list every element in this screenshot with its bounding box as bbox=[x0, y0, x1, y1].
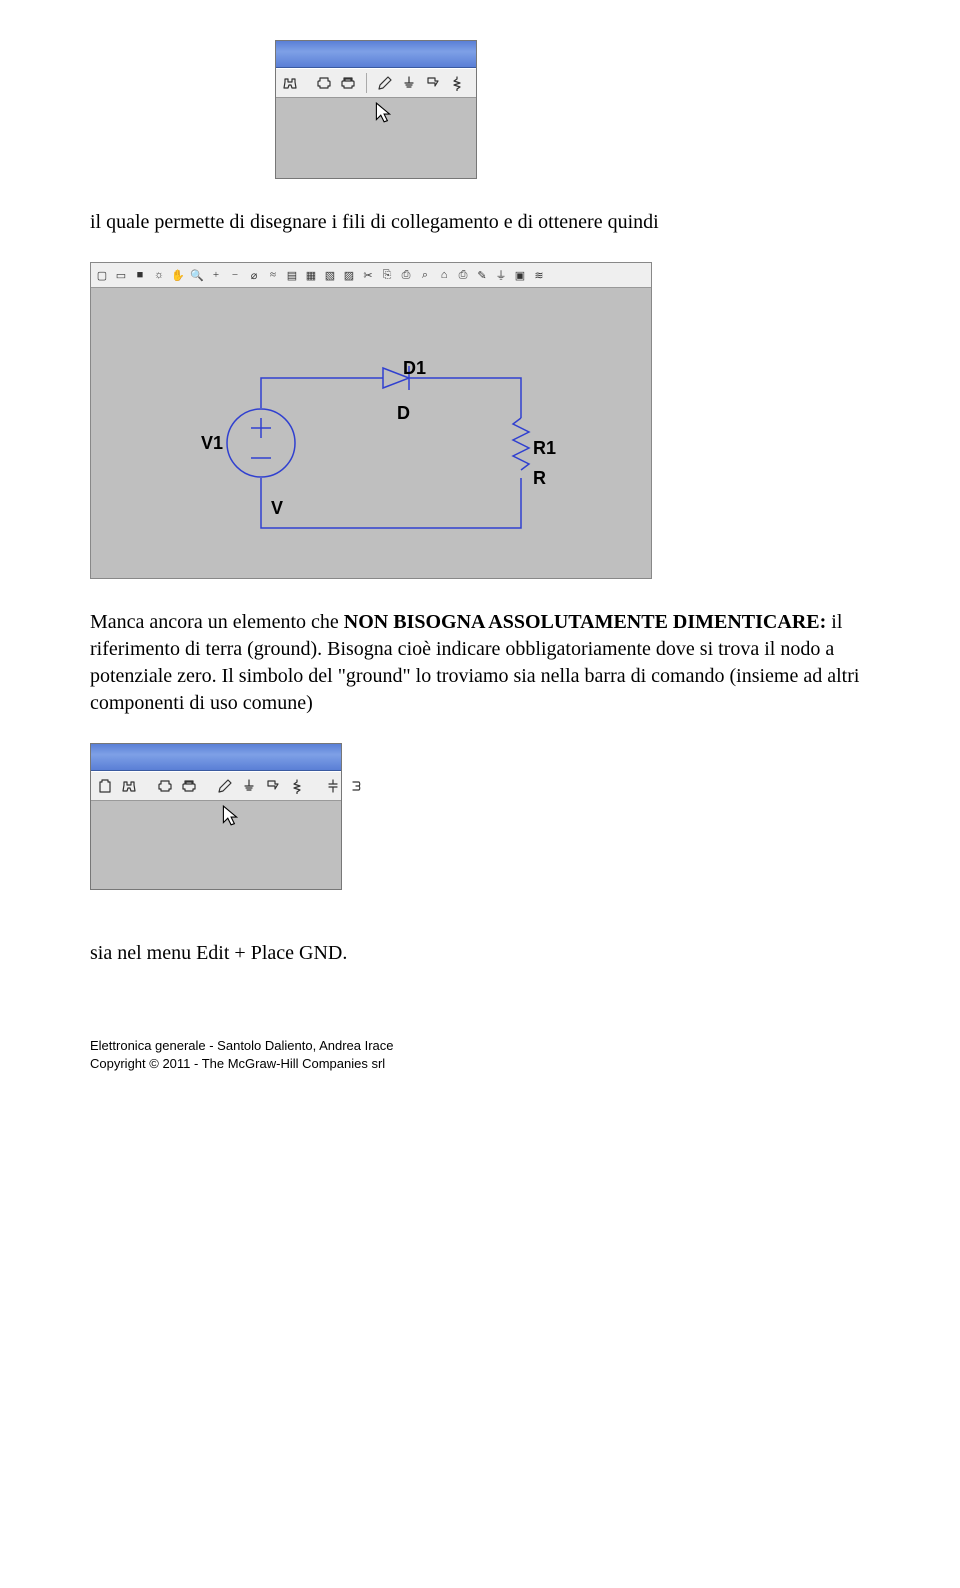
label-d: D bbox=[397, 403, 410, 424]
mini-toolbar-icon[interactable]: ⏚ bbox=[494, 268, 508, 282]
cursor-icon bbox=[374, 102, 392, 124]
mini-toolbar-icon[interactable]: ✋ bbox=[171, 268, 185, 282]
mini-toolbar-icon[interactable]: ≋ bbox=[532, 268, 546, 282]
para-1: il quale permette di disegnare i fili di… bbox=[90, 209, 870, 236]
window-titlebar bbox=[276, 41, 476, 68]
printer2-icon[interactable] bbox=[340, 75, 356, 91]
cap-icon[interactable] bbox=[325, 778, 341, 794]
canvas-area bbox=[91, 801, 341, 889]
mini-toolbar-icon[interactable]: ☼ bbox=[152, 268, 166, 282]
mini-toolbar-icon[interactable]: ⎙ bbox=[399, 268, 413, 282]
label-r1: R1 bbox=[533, 438, 556, 459]
label-v: V bbox=[271, 498, 283, 519]
mini-toolbar-icon[interactable]: ▣ bbox=[513, 268, 527, 282]
para-2: Manca ancora un elemento che NON BISOGNA… bbox=[90, 609, 870, 717]
para-2-pre: Manca ancora un elemento che bbox=[90, 611, 344, 633]
ground-icon[interactable] bbox=[401, 75, 417, 91]
label-v1: V1 bbox=[201, 433, 223, 454]
mini-toolbar-icon[interactable]: ⎘ bbox=[380, 268, 394, 282]
schematic-canvas: V1 V D1 D R1 R bbox=[91, 288, 651, 578]
footer-line2: Copyright © 2011 - The McGraw-Hill Compa… bbox=[90, 1055, 870, 1073]
canvas-area bbox=[276, 98, 476, 178]
binoculars-icon[interactable] bbox=[121, 778, 137, 794]
res-icon[interactable] bbox=[289, 778, 305, 794]
mini-toolbar-icon[interactable]: ✎ bbox=[475, 268, 489, 282]
label-r: R bbox=[533, 468, 546, 489]
figure-toolbar-ground bbox=[90, 743, 870, 890]
three-icon[interactable] bbox=[349, 778, 365, 794]
paste-icon[interactable] bbox=[97, 778, 113, 794]
ground-icon[interactable] bbox=[241, 778, 257, 794]
mini-toolbar-icon[interactable]: ≈ bbox=[266, 268, 280, 282]
mini-toolbar-icon[interactable]: ✂ bbox=[361, 268, 375, 282]
mini-toolbar-icon[interactable]: ⌂ bbox=[437, 268, 451, 282]
port-icon[interactable] bbox=[265, 778, 281, 794]
printer2-icon[interactable] bbox=[181, 778, 197, 794]
mini-toolbar-icon[interactable]: ■ bbox=[133, 268, 147, 282]
mini-toolbar-icon[interactable]: ▦ bbox=[304, 268, 318, 282]
mini-toolbar-icon[interactable]: ⌀ bbox=[247, 268, 261, 282]
mini-toolbar-icon[interactable]: ⎙ bbox=[456, 268, 470, 282]
mini-toolbar-icon[interactable]: ▤ bbox=[285, 268, 299, 282]
mini-toolbar-icon[interactable]: ⌕ bbox=[418, 268, 432, 282]
mini-toolbar-icon[interactable]: 🔍 bbox=[190, 268, 204, 282]
mini-toolbar-icon[interactable]: + bbox=[209, 268, 223, 282]
toolbar bbox=[276, 68, 476, 98]
mini-toolbar-icon[interactable]: ▭ bbox=[114, 268, 128, 282]
pencil-icon[interactable] bbox=[377, 75, 393, 91]
toolbar bbox=[91, 771, 341, 801]
cursor-icon bbox=[221, 805, 239, 827]
res-icon[interactable] bbox=[449, 75, 465, 91]
mini-toolbar-icon[interactable]: ▨ bbox=[342, 268, 356, 282]
toolbar-separator bbox=[366, 73, 367, 93]
binoculars-icon[interactable] bbox=[282, 75, 298, 91]
printer-icon[interactable] bbox=[157, 778, 173, 794]
schematic-toolbar: ▢ ▭ ■ ☼ ✋ 🔍 +−⌀ ≈ ▤ ▦ ▧ ▨ ✂ ⎘ ⎙ ⌕ ⌂ ⎙ ✎ ⏚ ▣ ≋ bbox=[91, 263, 651, 288]
mini-toolbar-icon[interactable]: − bbox=[228, 268, 242, 282]
label-d1: D1 bbox=[403, 358, 426, 379]
port-icon[interactable] bbox=[425, 75, 441, 91]
para-3: sia nel menu Edit + Place GND. bbox=[90, 940, 870, 967]
printer-icon[interactable] bbox=[316, 75, 332, 91]
figure-schematic: ▢ ▭ ■ ☼ ✋ 🔍 +−⌀ ≈ ▤ ▦ ▧ ▨ ✂ ⎘ ⎙ ⌕ ⌂ ⎙ ✎ ⏚ ▣ ≋ bbox=[90, 262, 870, 579]
window-titlebar bbox=[91, 744, 341, 771]
footer: Elettronica generale - Santolo Daliento,… bbox=[90, 1037, 870, 1073]
mini-toolbar-icon[interactable]: ▢ bbox=[95, 268, 109, 282]
para-2-bold: NON BISOGNA ASSOLUTAMENTE DIMENTICARE: bbox=[344, 611, 827, 633]
mini-toolbar-icon[interactable]: ▧ bbox=[323, 268, 337, 282]
footer-line1: Elettronica generale - Santolo Daliento,… bbox=[90, 1037, 870, 1055]
pencil-icon[interactable] bbox=[217, 778, 233, 794]
figure-toolbar-pencil bbox=[275, 40, 870, 179]
